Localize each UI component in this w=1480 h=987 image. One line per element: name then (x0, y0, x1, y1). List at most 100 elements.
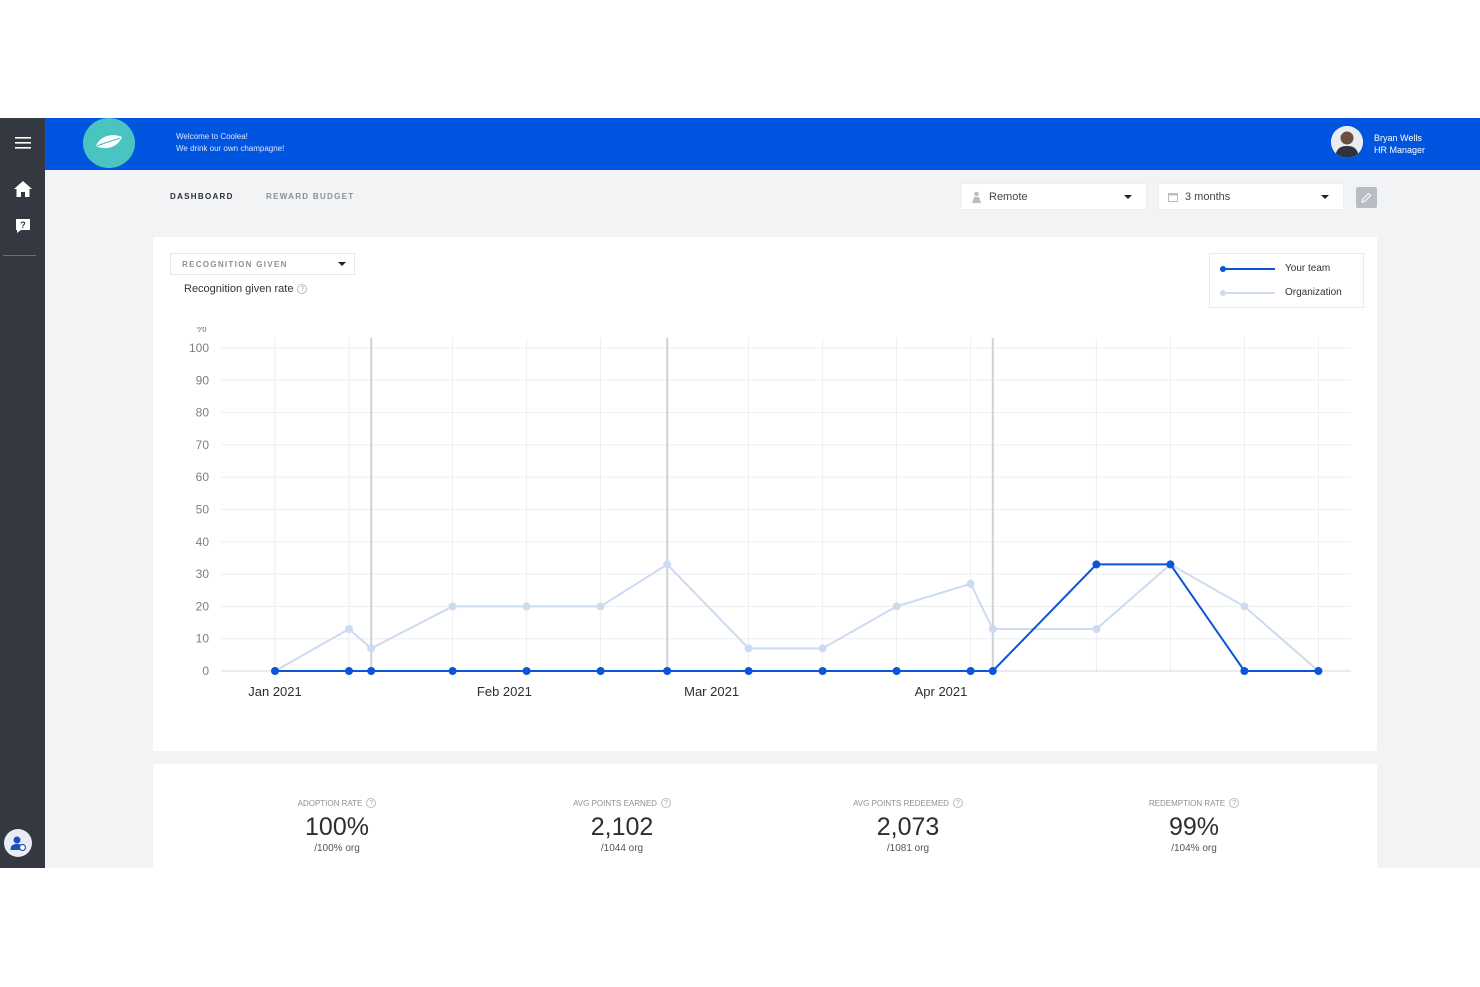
data-point-organization (988, 625, 997, 634)
chevron-down-icon (338, 262, 346, 266)
stat-adoption-rate: ADOPTION RATE? 100% /100% org (237, 798, 437, 854)
help-circle-icon[interactable]: ? (1229, 798, 1240, 808)
data-point-your-team (1240, 667, 1249, 675)
x-tick-label: Mar 2021 (684, 684, 739, 699)
top-bar: Welcome to Coolea! We drink our own cham… (45, 118, 1480, 170)
data-point-your-team (744, 667, 753, 675)
data-point-organization (1092, 625, 1101, 634)
stat-avg-points-redeemed: AVG POINTS REDEEMED? 2,073 /1081 org (808, 798, 1008, 854)
location-filter[interactable]: Remote (961, 183, 1147, 210)
y-axis-label: % (196, 327, 207, 335)
user-role: HR Manager (1374, 145, 1426, 155)
stat-value: 100% (305, 813, 369, 841)
sidebar-divider (3, 255, 36, 256)
data-point-organization (744, 644, 753, 653)
user-info: Bryan Wells HR Manager (1374, 132, 1425, 156)
rate-label: Recognition given rate ? (184, 283, 308, 295)
data-point-organization (1240, 602, 1249, 611)
chevron-down-icon (1124, 195, 1132, 199)
leaf-logo-icon[interactable] (83, 118, 135, 168)
y-tick-label: 70 (196, 438, 210, 452)
data-point-your-team (345, 667, 353, 675)
data-point-your-team (367, 667, 376, 675)
stat-label: ADOPTION RATE (297, 798, 363, 808)
data-point-your-team (1314, 667, 1323, 675)
welcome-line-2: We drink our own champagne! (176, 144, 285, 153)
welcome-message: Welcome to Coolea! We drink our own cham… (176, 131, 284, 155)
data-point-organization (448, 602, 457, 611)
stat-sub: /1081 org (886, 843, 930, 854)
series-line-organization (274, 563, 1320, 672)
y-tick-label: 40 (196, 535, 210, 549)
help-circle-icon[interactable]: ? (297, 284, 308, 294)
data-point-organization (522, 602, 531, 611)
y-tick-label: 30 (196, 567, 210, 581)
data-point-organization (966, 579, 975, 588)
metric-select-value: RECOGNITION GIVEN (182, 259, 288, 269)
stat-sub: /104% org (1171, 843, 1217, 854)
stat-sub: /100% org (314, 843, 360, 854)
app-window: ? Welcome to Coolea! We drink our own ch… (0, 118, 1480, 868)
sidebar: ? (0, 118, 45, 868)
help-circle-icon[interactable]: ? (366, 798, 377, 808)
legend-swatch-organization (1220, 289, 1275, 296)
period-filter-value: 3 months (1185, 190, 1231, 203)
data-point-your-team (892, 667, 901, 675)
tab-dashboard[interactable]: DASHBOARD (170, 192, 234, 201)
stat-label: REDEMPTION RATE (1148, 798, 1226, 808)
metric-select[interactable]: RECOGNITION GIVEN (170, 253, 355, 275)
y-tick-label: 50 (196, 503, 210, 517)
data-point-your-team (1092, 560, 1101, 569)
legend-item-your-team[interactable]: Your team (1220, 263, 1330, 274)
stat-value: 2,073 (876, 813, 940, 841)
data-point-your-team (271, 667, 279, 675)
person-icon (971, 191, 982, 203)
stat-label: AVG POINTS REDEEMED (853, 798, 949, 808)
x-tick-label: Apr 2021 (915, 684, 968, 699)
legend-label-your-team: Your team (1285, 263, 1331, 274)
home-icon[interactable] (0, 172, 45, 206)
data-point-your-team (1166, 560, 1175, 569)
calendar-icon (1168, 192, 1178, 202)
user-name: Bryan Wells (1374, 133, 1422, 143)
x-tick-label: Jan 2021 (248, 684, 302, 699)
user-settings-icon[interactable] (4, 829, 32, 857)
stat-redemption-rate: REDEMPTION RATE? 99% /104% org (1094, 798, 1294, 854)
stats-panel: ADOPTION RATE? 100% /100% org AVG POINTS… (153, 764, 1377, 868)
data-point-your-team (988, 667, 997, 675)
chevron-down-icon (1321, 195, 1329, 199)
menu-icon[interactable] (0, 126, 45, 160)
pencil-icon (1361, 192, 1372, 203)
edit-button[interactable] (1356, 187, 1377, 208)
help-circle-icon[interactable]: ? (952, 798, 963, 808)
svg-text:?: ? (20, 220, 26, 230)
data-point-organization (663, 560, 672, 569)
stat-value: 99% (1168, 813, 1220, 841)
data-point-organization (596, 602, 605, 611)
chart-card: RECOGNITION GIVEN Recognition given rate… (153, 237, 1377, 751)
y-tick-label: 20 (196, 599, 210, 613)
data-point-organization (892, 602, 901, 611)
stat-label: AVG POINTS EARNED (573, 798, 657, 808)
data-point-your-team (448, 667, 457, 675)
y-tick-label: 10 (196, 632, 210, 646)
y-tick-label: 90 (196, 373, 210, 387)
legend-item-organization[interactable]: Organization (1220, 287, 1342, 298)
help-circle-icon[interactable]: ? (660, 798, 671, 808)
period-filter[interactable]: 3 months (1158, 183, 1344, 210)
data-point-organization (345, 625, 353, 634)
avatar[interactable] (1331, 126, 1363, 158)
y-tick-label: 80 (196, 406, 210, 420)
y-tick-label: 60 (196, 470, 210, 484)
stat-value: 2,102 (590, 813, 654, 841)
y-tick-label: 0 (202, 664, 209, 678)
data-point-your-team (596, 667, 605, 675)
help-icon[interactable]: ? (0, 209, 45, 243)
series-line-your-team (275, 563, 1319, 672)
stat-avg-points-earned: AVG POINTS EARNED? 2,102 /1044 org (522, 798, 722, 854)
location-filter-value: Remote (989, 190, 1028, 203)
data-point-your-team (966, 667, 975, 675)
legend-label-organization: Organization (1285, 287, 1342, 298)
tab-reward-budget[interactable]: REWARD BUDGET (266, 192, 355, 201)
data-point-your-team (818, 667, 827, 675)
